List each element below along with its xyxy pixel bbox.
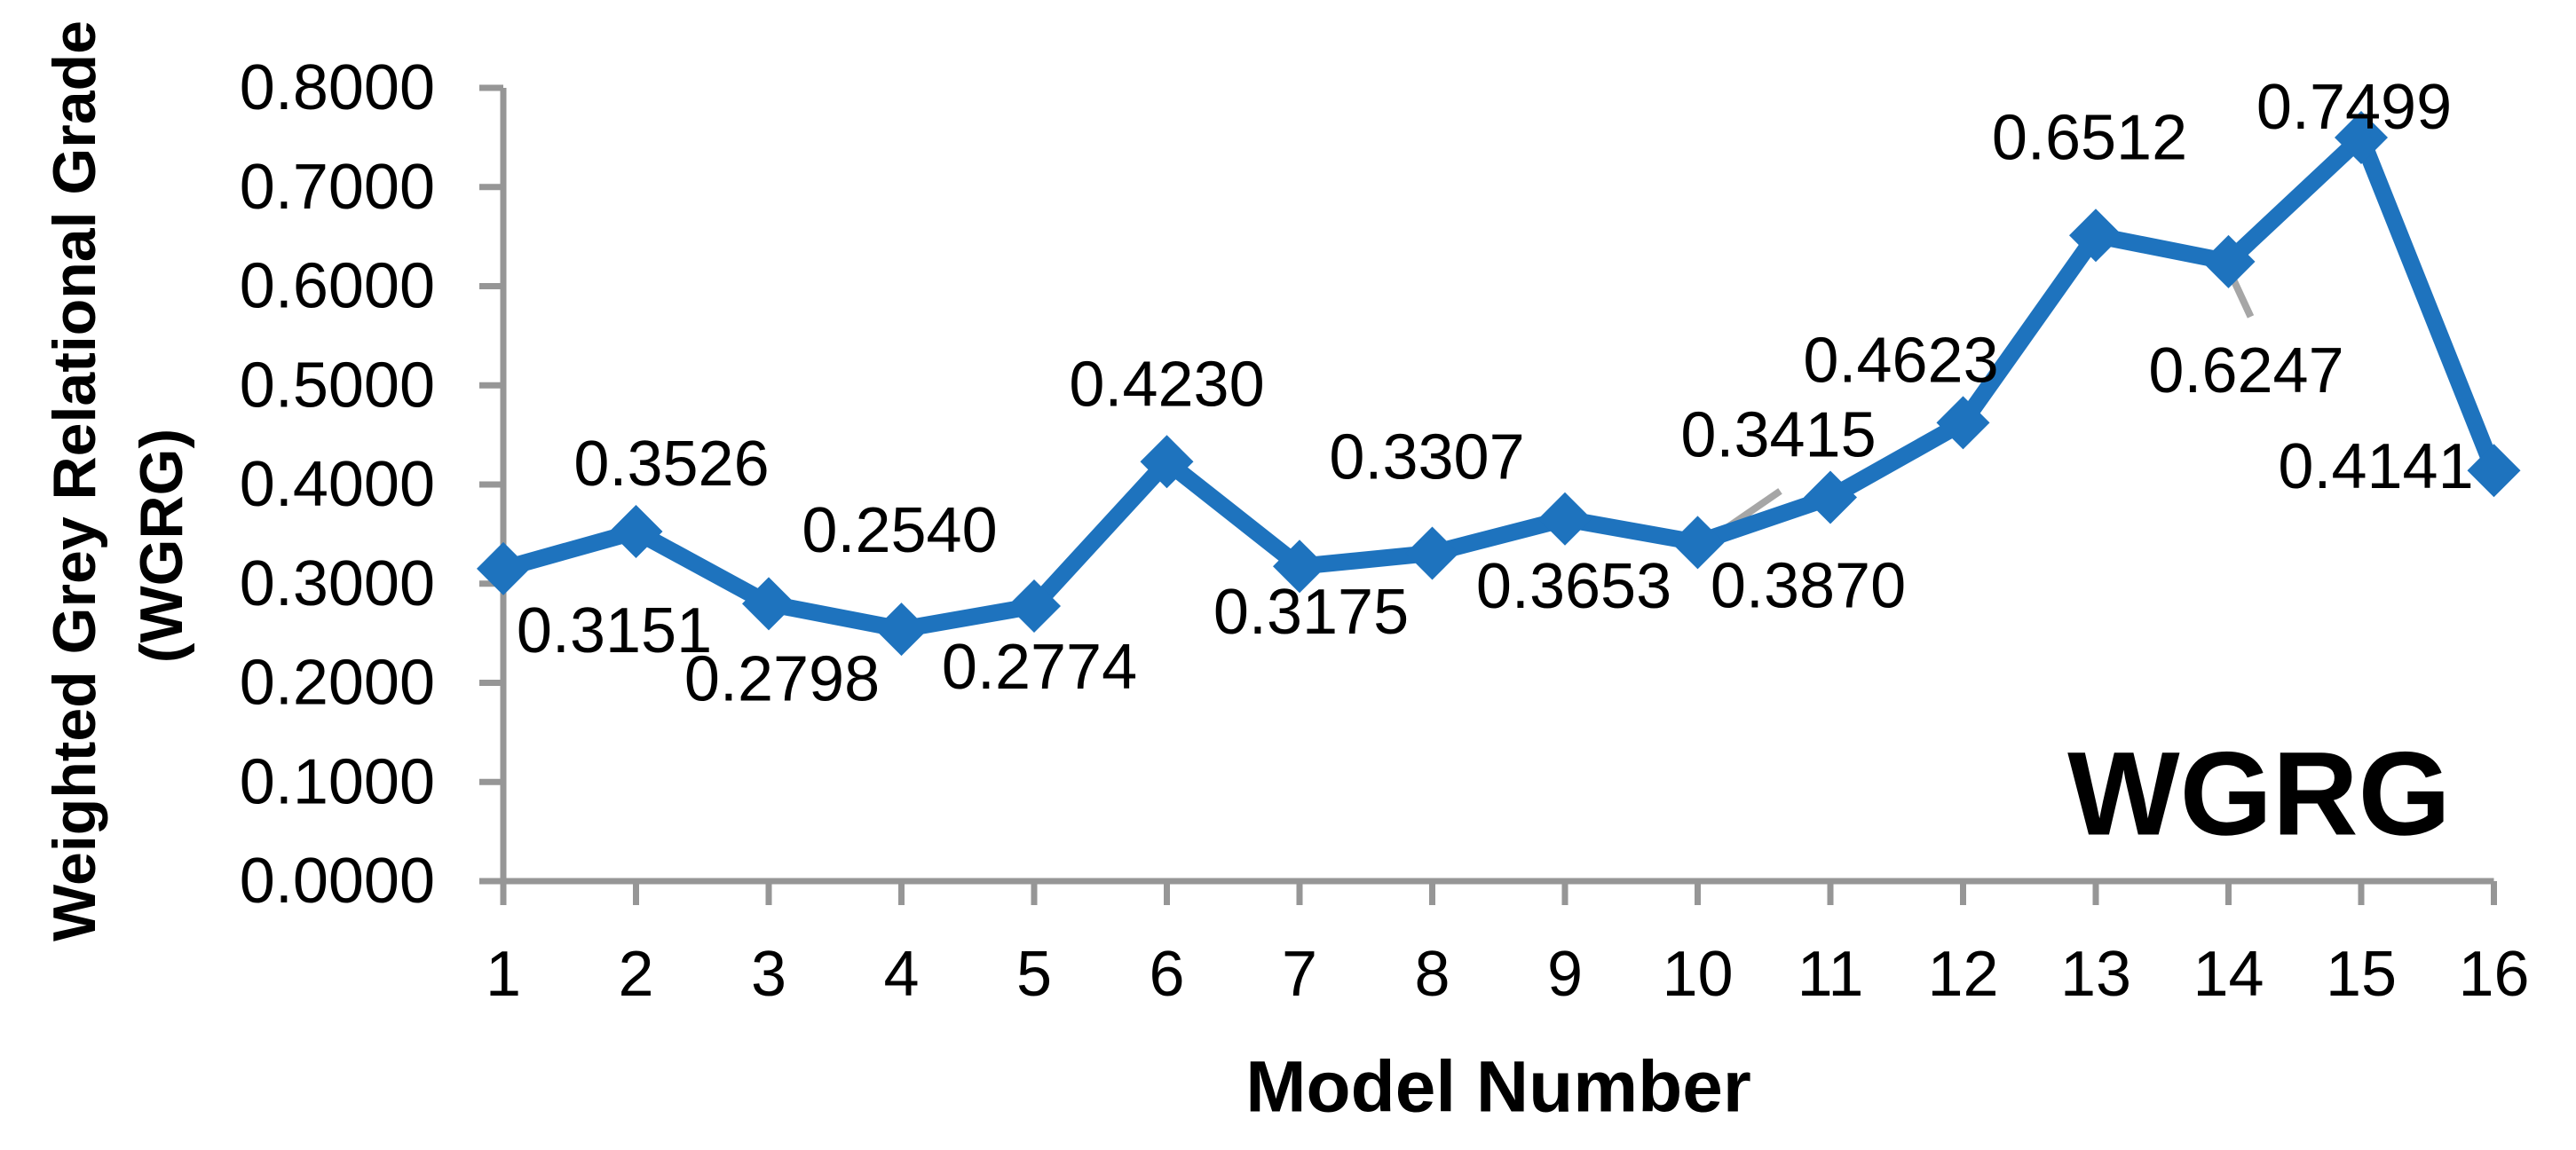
x-tick-label: 4 (883, 939, 919, 1010)
data-point-marker (742, 577, 795, 631)
data-point-marker (1671, 516, 1725, 570)
data-point-marker (609, 504, 663, 558)
x-tick-label: 2 (618, 939, 653, 1010)
x-tick-label: 11 (1798, 939, 1864, 1010)
data-point-marker (1936, 396, 1990, 450)
data-point-marker (2335, 110, 2388, 164)
y-axis-title-line1: Weighted Grey Relational Grade (41, 20, 108, 941)
data-label: 0.6247 (2148, 335, 2343, 406)
x-tick-label: 13 (2060, 939, 2131, 1010)
plot-area: 0.0000 0.1000 0.2000 0.3000 0.4000 0.5000 0.60… (240, 52, 2530, 1010)
series-line-wgrg (501, 129, 2502, 638)
data-point-marker (1405, 526, 1459, 580)
data-label: 0.3415 (1680, 399, 1876, 470)
data-point-marker (2467, 444, 2521, 498)
data-point-marker (874, 603, 928, 657)
data-label: 0.3307 (1329, 421, 1524, 492)
data-point-marker (1538, 492, 1592, 546)
x-tick-label: 8 (1414, 939, 1450, 1010)
x-tick-label: 14 (2193, 939, 2264, 1010)
data-point-marker (1007, 579, 1061, 634)
y-tick-label: 0.3000 (240, 548, 435, 619)
x-axis-title: Model Number (1245, 1047, 1750, 1128)
x-tick-label: 7 (1282, 939, 1317, 1010)
data-point-marker (1140, 435, 1194, 489)
data-point-marker (1804, 470, 1857, 524)
x-tick-label: 9 (1547, 939, 1583, 1010)
data-label: 0.3526 (573, 429, 769, 500)
x-tick-label: 1 (486, 939, 521, 1010)
y-tick-label: 0.7000 (240, 152, 435, 223)
y-tick-label: 0.8000 (240, 52, 435, 123)
data-point-marker (477, 541, 530, 595)
data-point-marker (2201, 234, 2256, 288)
series-annotation-wgrg: WGRG (2067, 729, 2451, 861)
x-tick-label: 3 (751, 939, 786, 1010)
x-tick-label: 10 (1662, 939, 1733, 1010)
x-tick-label: 5 (1016, 939, 1052, 1010)
y-axis-title-line2: (WGRG) (128, 429, 195, 663)
y-tick-label: 0.0000 (240, 846, 435, 917)
data-label: 0.2540 (802, 495, 997, 566)
data-label: 0.7499 (2256, 72, 2452, 143)
data-label: 0.3653 (1476, 551, 1671, 622)
y-tick-label: 0.4000 (240, 449, 435, 520)
y-tick-label: 0.5000 (240, 350, 435, 421)
y-tick-label: 0.2000 (240, 648, 435, 719)
x-tick-label: 15 (2326, 939, 2397, 1010)
data-label: 0.2774 (942, 632, 1137, 703)
data-label: 0.2798 (684, 643, 880, 714)
y-tick-label: 0.1000 (240, 746, 435, 817)
data-label: 0.6512 (1992, 102, 2187, 173)
x-tick-label: 6 (1149, 939, 1184, 1010)
data-label: 0.4623 (1803, 325, 1998, 396)
data-label: 0.4230 (1069, 349, 1264, 420)
data-point-marker (1273, 540, 1326, 594)
data-label: 0.3151 (517, 595, 712, 666)
x-tick-label: 12 (1927, 939, 1998, 1010)
data-label: 0.4141 (2278, 431, 2473, 502)
x-tick-label: 16 (2458, 939, 2529, 1010)
data-point-marker (2069, 209, 2122, 263)
data-label: 0.3175 (1213, 577, 1409, 648)
y-tick-label: 0.6000 (240, 251, 435, 322)
data-label: 0.3870 (1711, 551, 1906, 622)
